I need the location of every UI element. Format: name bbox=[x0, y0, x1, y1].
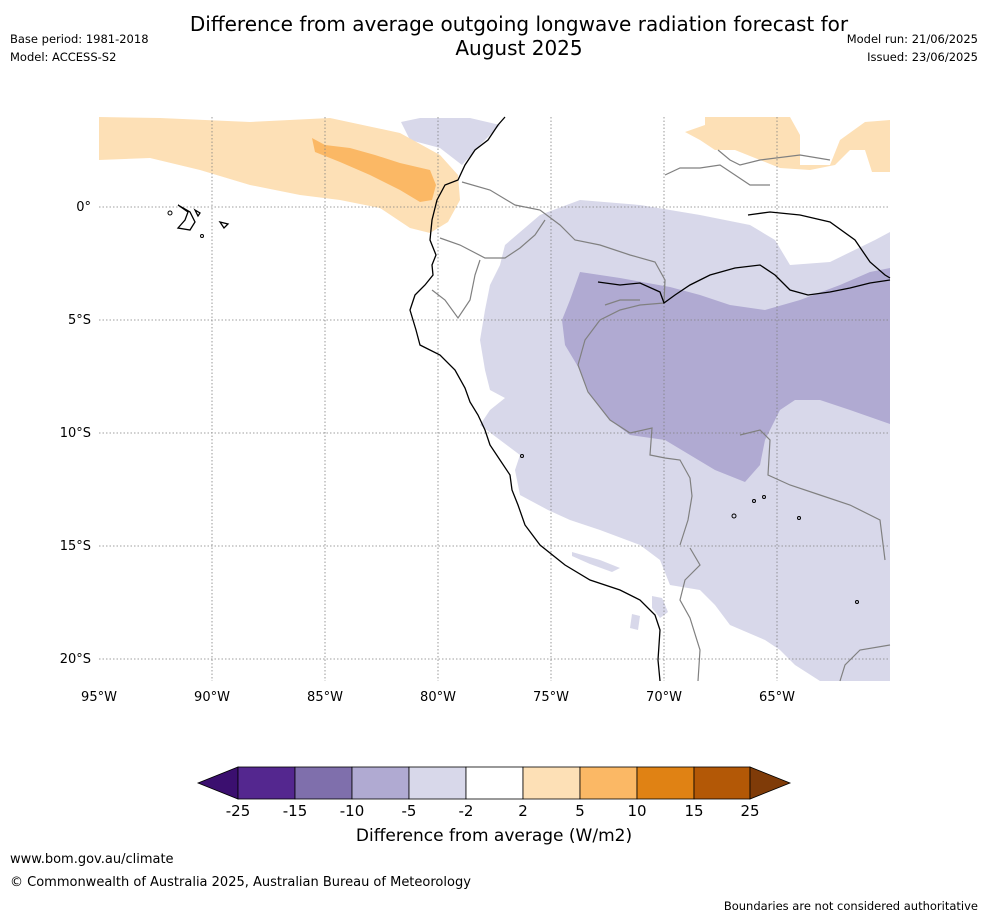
footer-copyright: © Commonwealth of Australia 2025, Austra… bbox=[10, 875, 471, 890]
lat-label: 0° bbox=[76, 200, 91, 215]
national-borders bbox=[431, 149, 891, 682]
lat-label: 5°S bbox=[68, 313, 91, 328]
meta-right: Model run: 21/06/2025 Issued: 23/06/2025 bbox=[847, 30, 978, 66]
lon-label: 75°W bbox=[533, 690, 569, 705]
lat-labels: 0° 5°S 10°S 15°S 20°S bbox=[60, 200, 91, 667]
colorbar-tick-label: 10 bbox=[627, 802, 646, 820]
coastlines bbox=[176, 116, 891, 682]
colorbar-segment bbox=[693, 766, 751, 800]
lat-label: 10°S bbox=[60, 426, 91, 441]
colorbar-tick-label: -25 bbox=[226, 802, 251, 820]
lon-label: 70°W bbox=[646, 690, 682, 705]
lon-label: 80°W bbox=[420, 690, 456, 705]
lon-label: 90°W bbox=[194, 690, 230, 705]
anomaly-patch-3 bbox=[630, 614, 640, 630]
lat-label: 20°S bbox=[60, 652, 91, 667]
map-layers bbox=[99, 117, 890, 681]
colorbar-labels: -25 -15 -10 -5 -2 2 5 10 15 25 bbox=[226, 802, 760, 820]
anomaly-region-neg5-coast bbox=[401, 118, 500, 165]
title-line-1: Difference from average outgoing longwav… bbox=[189, 12, 849, 36]
colorbar-extend-low bbox=[196, 766, 239, 800]
colorbar bbox=[196, 766, 792, 800]
colorbar-tick-label: 2 bbox=[518, 802, 528, 820]
colorbar-tick-label: 5 bbox=[575, 802, 585, 820]
anomaly-patch-2 bbox=[652, 596, 668, 618]
colorbar-tick-label: 25 bbox=[740, 802, 759, 820]
colorbar-extend-high bbox=[749, 766, 792, 800]
model-run-text: Model run: 21/06/2025 bbox=[846, 32, 978, 46]
colorbar-segment bbox=[351, 766, 410, 800]
lon-label: 65°W bbox=[759, 690, 795, 705]
footer-note: Boundaries are not considered authoritat… bbox=[723, 899, 978, 913]
colorbar-tick-label: -2 bbox=[459, 802, 474, 820]
anomaly-patch-1 bbox=[572, 552, 620, 572]
colorbar-tick-label: -10 bbox=[340, 802, 365, 820]
colorbar-segment bbox=[237, 766, 296, 800]
anomaly-region-pos5 bbox=[99, 117, 460, 233]
lon-label: 95°W bbox=[81, 690, 117, 705]
colorbar-tick-label: -5 bbox=[402, 802, 417, 820]
colorbar-segment bbox=[294, 766, 353, 800]
islands bbox=[167, 210, 859, 604]
colorbar-segment bbox=[522, 766, 581, 800]
anomaly-region-neg10 bbox=[562, 268, 890, 482]
model-text: Model: ACCESS-S2 bbox=[10, 50, 117, 64]
title-line-2: August 2025 bbox=[455, 36, 583, 60]
meta-left: Base period: 1981-2018 Model: ACCESS-S2 bbox=[10, 30, 149, 66]
anomaly-region-pos5-north bbox=[685, 117, 890, 172]
lon-labels: 95°W 90°W 85°W 80°W 75°W 70°W 65°W bbox=[81, 690, 795, 705]
lon-label: 85°W bbox=[307, 690, 343, 705]
footer-url: www.bom.gov.au/climate bbox=[10, 852, 174, 867]
colorbar-segment bbox=[579, 766, 638, 800]
graticule bbox=[99, 117, 890, 681]
lat-label: 15°S bbox=[60, 539, 91, 554]
colorbar-segment bbox=[636, 766, 695, 800]
colorbar-segment bbox=[408, 766, 467, 800]
issued-text: Issued: 23/06/2025 bbox=[867, 50, 978, 64]
base-period-text: Base period: 1981-2018 bbox=[10, 32, 149, 46]
anomaly-region-pos10 bbox=[312, 138, 436, 202]
chart-title: Difference from average outgoing longwav… bbox=[150, 12, 888, 60]
colorbar-segment bbox=[465, 766, 524, 800]
colorbar-tick-label: -15 bbox=[283, 802, 308, 820]
colorbar-tick-label: 15 bbox=[684, 802, 703, 820]
colorbar-title: Difference from average (W/m2) bbox=[355, 826, 633, 846]
